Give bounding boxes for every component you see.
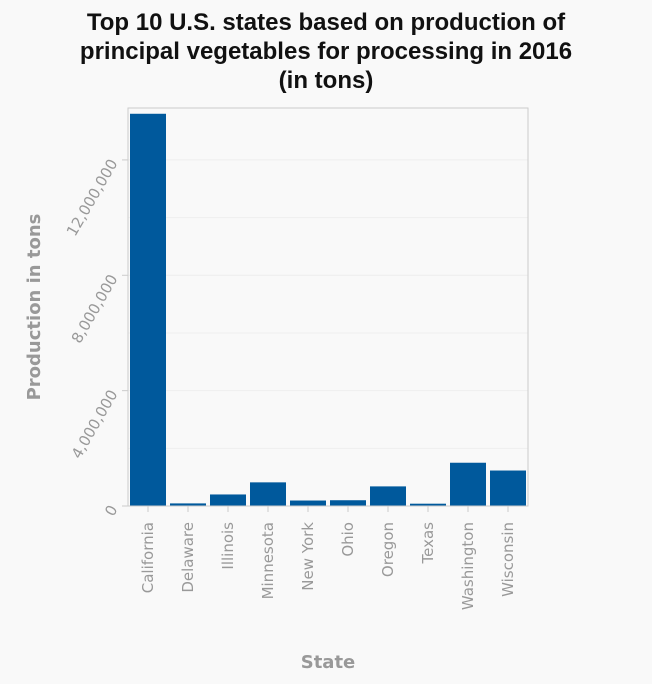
bar-minnesota (250, 482, 286, 506)
bar-new-york (290, 501, 326, 506)
x-tick-label: Ohio (339, 522, 357, 557)
x-tick-label: Delaware (179, 522, 197, 593)
y-axis-label: Production in tons (24, 214, 45, 401)
axes (122, 108, 528, 512)
x-tick-label: Oregon (379, 522, 397, 577)
bar-california (130, 114, 166, 506)
x-tick-label: Illinois (219, 522, 237, 570)
x-tick-label: Washington (459, 522, 477, 610)
y-tick-labels: 0 4,000,000 8,000,000 12,000,000 (63, 156, 122, 519)
bar-wisconsin (490, 471, 526, 506)
y-tick-label: 8,000,000 (68, 271, 122, 346)
y-tick-label: 4,000,000 (68, 387, 122, 462)
bar-ohio (330, 500, 366, 506)
x-tick-label: New York (299, 522, 317, 591)
x-tick-label: Texas (419, 522, 437, 565)
y-tick-label: 12,000,000 (63, 156, 122, 239)
y-tick-label: 0 (101, 502, 121, 519)
x-tick-label: Minnesota (259, 522, 277, 599)
x-tick-label: Wisconsin (499, 522, 517, 597)
bar-oregon (370, 486, 406, 506)
bar-illinois (210, 494, 246, 506)
x-axis-label: State (301, 652, 356, 673)
bar-washington (450, 463, 486, 506)
plot-frame (128, 108, 528, 506)
x-tick-labels: California Delaware Illinois Minnesota New Y… (139, 522, 517, 610)
grid-lines (128, 160, 528, 448)
x-tick-label: California (139, 522, 157, 593)
bars (130, 114, 526, 506)
